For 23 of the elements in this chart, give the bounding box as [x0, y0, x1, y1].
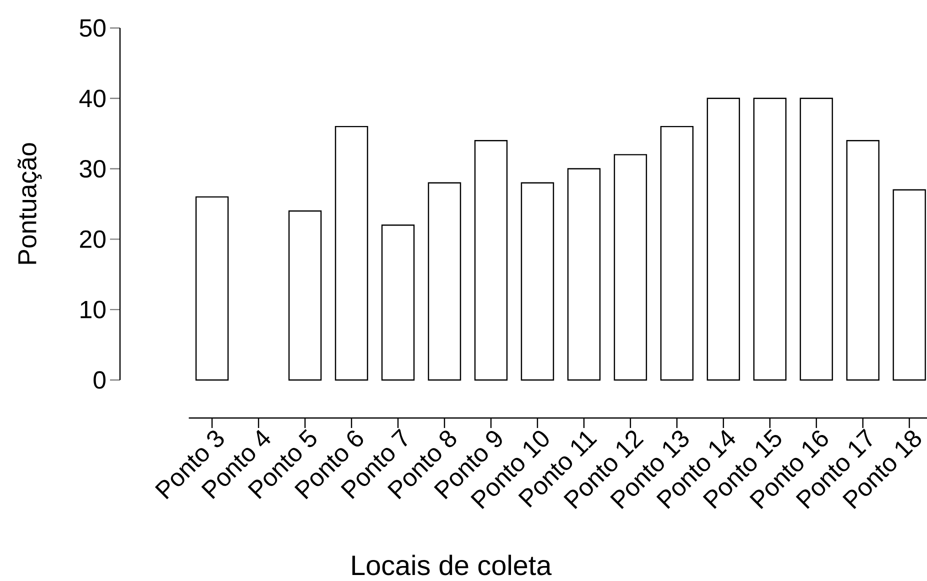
bar: [195, 196, 229, 381]
y-tick-label: 40: [79, 90, 106, 108]
bar: [381, 224, 415, 381]
bar: [520, 182, 554, 381]
bar: [428, 182, 462, 381]
bar: [706, 98, 740, 381]
y-tick-label: 50: [80, 19, 106, 37]
y-tick-label: 30: [80, 160, 106, 178]
bar: [660, 126, 694, 381]
bar: [334, 126, 368, 381]
bar: [800, 98, 833, 381]
bar: [846, 140, 880, 381]
bar: [474, 140, 508, 381]
y-tick-label: 0: [94, 371, 106, 389]
bar: [567, 168, 601, 381]
bar: [892, 189, 926, 381]
y-tick-label: 10: [80, 300, 106, 318]
bar: [753, 98, 786, 381]
x-axis-title: Locais de coleta: [352, 554, 552, 576]
bar: [614, 154, 648, 381]
bar: [288, 210, 322, 381]
y-tick-label: 20: [80, 230, 106, 248]
y-axis-title: Pontuação: [18, 143, 42, 264]
